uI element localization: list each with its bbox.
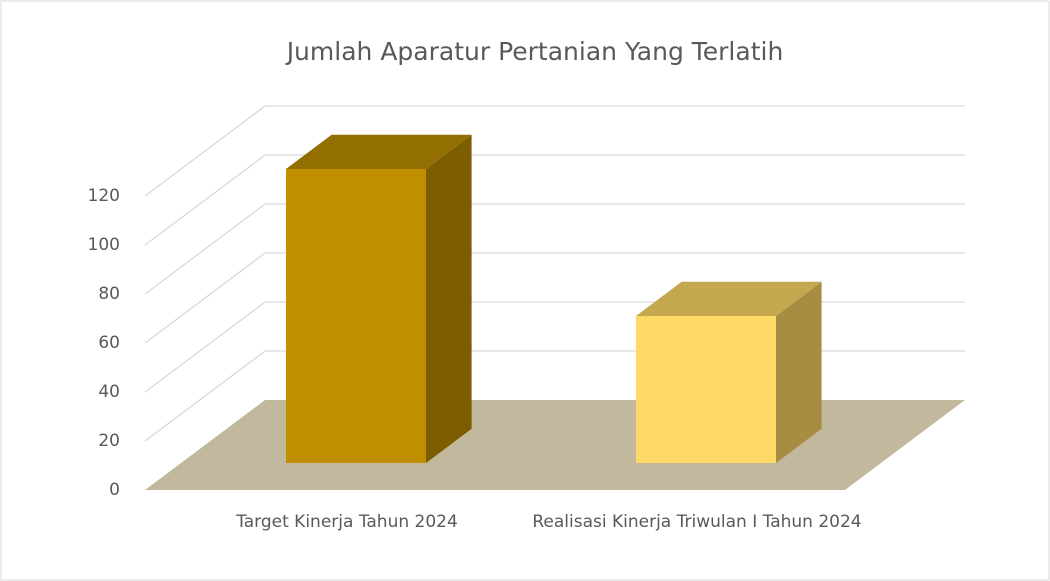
y-tick-label: 120 xyxy=(88,186,120,206)
bar-side xyxy=(426,134,472,464)
grid-line xyxy=(144,203,965,295)
floor xyxy=(145,400,965,490)
y-tick-label: 20 xyxy=(98,431,120,451)
bar xyxy=(636,281,822,463)
bar-front xyxy=(286,169,426,463)
y-tick-label: 60 xyxy=(98,333,120,353)
x-tick-label: Realisasi Kinerja Triwulan I Tahun 2024 xyxy=(532,512,862,532)
chart-title: Jumlah Aparatur Pertanian Yang Terlatih xyxy=(285,37,784,66)
bar-front xyxy=(636,316,776,463)
y-tick-label: 80 xyxy=(98,284,120,304)
bar-top xyxy=(636,281,822,316)
x-tick-label-box: Realisasi Kinerja Triwulan I Tahun 2024 xyxy=(532,512,862,532)
x-tick-label: Target Kinerja Tahun 2024 xyxy=(236,512,458,532)
grid-line xyxy=(144,252,965,344)
grid-line xyxy=(144,154,965,246)
bar-top xyxy=(286,134,472,169)
y-tick-label: 100 xyxy=(88,235,120,255)
grid-line xyxy=(144,105,965,197)
y-tick-label: 40 xyxy=(98,382,120,402)
bar-side xyxy=(776,281,822,463)
y-tick-label: 0 xyxy=(109,480,120,500)
x-tick-label-box: Target Kinerja Tahun 2024 xyxy=(236,512,458,532)
bar xyxy=(286,134,472,464)
